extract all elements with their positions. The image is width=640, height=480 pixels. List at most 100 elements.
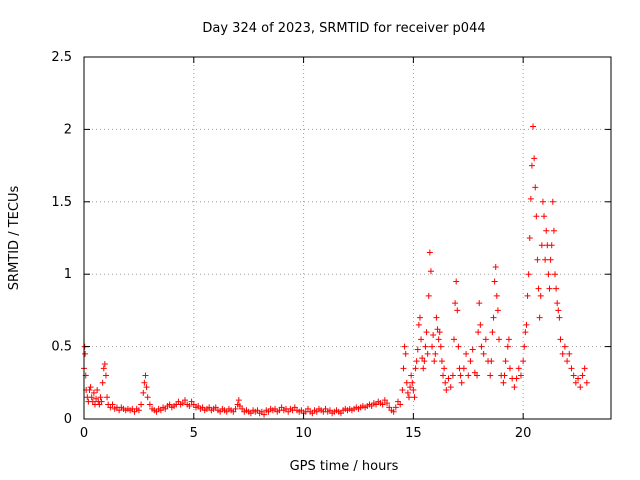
data-point <box>433 314 440 321</box>
data-point <box>543 227 550 234</box>
data-point <box>379 401 386 408</box>
y-tick-label: 0.5 <box>51 340 72 355</box>
data-point <box>523 321 530 328</box>
y-tick-label: 1.5 <box>51 195 72 210</box>
data-point <box>502 358 509 365</box>
data-point <box>109 401 116 408</box>
data-point <box>402 350 409 357</box>
data-point <box>496 336 503 343</box>
data-point <box>532 184 539 191</box>
data-point <box>392 404 399 411</box>
data-point <box>82 350 89 357</box>
data-point <box>143 384 150 391</box>
data-point <box>412 365 419 372</box>
data-point <box>135 407 142 414</box>
data-point <box>442 379 449 386</box>
data-point <box>405 394 412 401</box>
data-point <box>530 123 537 130</box>
data-point <box>539 198 546 205</box>
data-point <box>429 343 436 350</box>
data-point <box>555 307 562 314</box>
data-point <box>504 343 511 350</box>
data-point <box>436 329 443 336</box>
data-point <box>432 350 439 357</box>
data-point <box>399 387 406 394</box>
data-point <box>465 372 472 379</box>
data-point <box>410 387 417 394</box>
data-point <box>437 343 444 350</box>
data-point <box>413 358 420 365</box>
data-point <box>469 346 476 353</box>
data-point <box>528 162 535 169</box>
data-point <box>520 358 527 365</box>
data-point <box>548 242 555 249</box>
data-point <box>403 379 410 386</box>
data-point <box>454 307 461 314</box>
y-axis-label: SRMTID / TECUs <box>7 186 22 291</box>
data-point <box>447 384 454 391</box>
data-point <box>401 343 408 350</box>
data-point <box>421 358 428 365</box>
data-point <box>476 300 483 307</box>
data-point <box>474 372 481 379</box>
data-point <box>577 384 584 391</box>
data-point <box>460 365 467 372</box>
data-point <box>549 198 556 205</box>
data-point <box>526 235 533 241</box>
data-point <box>489 329 496 336</box>
data-point <box>98 398 105 405</box>
data-point <box>455 343 462 350</box>
data-point <box>575 375 582 382</box>
data-point <box>86 387 93 394</box>
data-point <box>435 336 442 343</box>
data-point <box>414 346 421 353</box>
data-point <box>457 372 464 379</box>
data-point <box>463 350 470 357</box>
data-point <box>505 336 512 343</box>
grid-lines <box>84 57 611 419</box>
data-point <box>99 379 106 386</box>
data-point <box>384 400 391 407</box>
data-point <box>535 285 542 292</box>
data-point <box>500 379 507 386</box>
data-point <box>445 375 452 382</box>
data-point <box>475 329 482 336</box>
data-point <box>572 379 579 386</box>
data-point <box>425 292 432 299</box>
y-tick-label: 1 <box>64 267 72 282</box>
data-point <box>440 372 447 379</box>
data-points <box>81 123 590 418</box>
data-point <box>534 256 541 263</box>
data-point <box>146 401 153 408</box>
data-point <box>542 256 549 263</box>
data-point <box>453 278 460 285</box>
data-point <box>581 365 588 372</box>
data-point <box>452 300 459 307</box>
data-point <box>438 358 445 365</box>
data-point <box>430 332 437 339</box>
data-point <box>533 213 540 220</box>
data-point <box>552 271 559 278</box>
x-tick-label: 5 <box>190 426 198 441</box>
plot-frame <box>83 56 612 420</box>
tick-labels: 0 5 10 15 20 0 0.5 1 1.5 2 2.5 <box>51 50 531 441</box>
data-point <box>506 365 513 372</box>
chart-title: Day 324 of 2023, SRMTID for receiver p04… <box>202 21 485 36</box>
data-point <box>142 372 149 379</box>
data-point <box>390 408 397 415</box>
data-point <box>140 389 147 396</box>
data-point <box>427 268 434 275</box>
data-point <box>488 358 495 365</box>
data-point <box>431 358 438 365</box>
data-point <box>545 271 552 278</box>
y-tick-label: 2 <box>64 122 72 137</box>
data-point <box>426 249 433 256</box>
data-point <box>546 285 553 292</box>
data-point <box>517 372 524 379</box>
data-point <box>182 397 189 404</box>
data-point <box>422 343 429 350</box>
data-point <box>492 263 499 270</box>
data-point <box>186 402 193 409</box>
data-point <box>450 336 457 343</box>
